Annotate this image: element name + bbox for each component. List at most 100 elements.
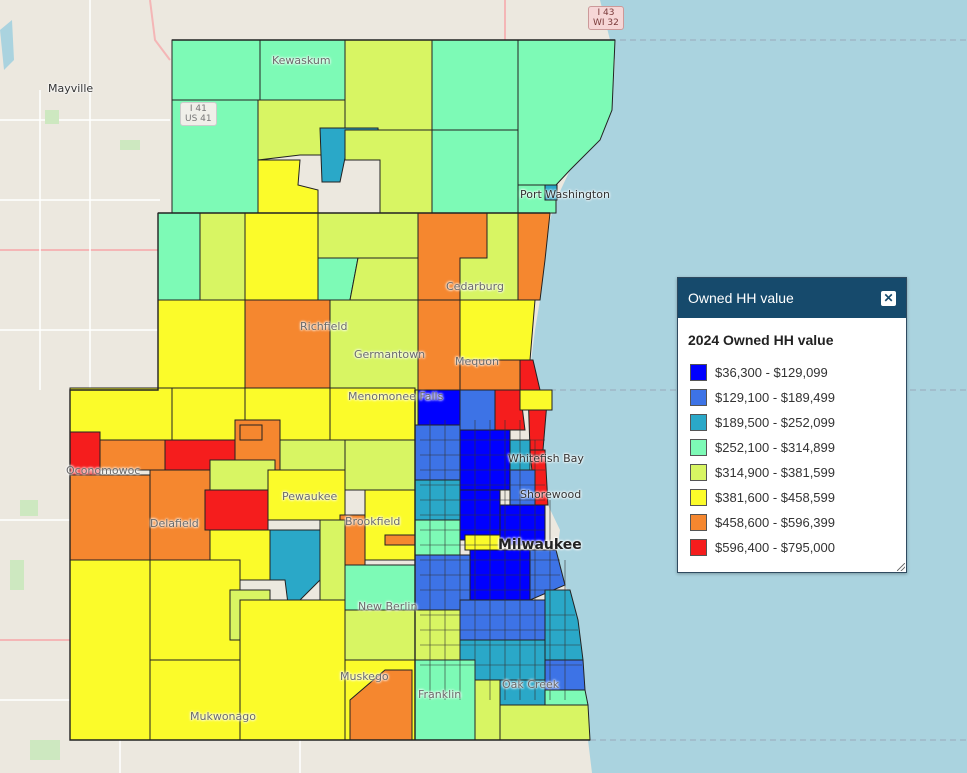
place-label: Brookfield [345,515,401,528]
legend-item: $129,100 - $189,499 [678,385,906,410]
legend-swatch [690,364,707,381]
shield-label: I 43 [597,8,615,18]
tract[interactable] [209,459,276,491]
place-label: Germantown [354,348,426,361]
place-label: Oak Creek [502,678,560,691]
legend-subtitle: 2024 Owned HH value [688,332,834,348]
tract[interactable] [431,39,519,131]
basemap-parks [10,110,140,760]
tract[interactable] [244,212,319,301]
legend-item-label: $596,400 - $795,000 [715,540,835,555]
tract[interactable] [544,689,589,706]
close-icon[interactable]: ✕ [881,290,896,306]
legend-item: $381,600 - $458,599 [678,485,906,510]
place-label: Shorewood [520,488,582,501]
place-label: Pewaukee [282,490,338,503]
tract[interactable] [414,519,461,556]
legend-item-label: $129,100 - $189,499 [715,390,835,405]
tract[interactable] [384,534,416,546]
tract[interactable] [329,299,419,391]
place-label: Mukwonago [190,710,256,723]
place-label: Delafield [150,517,199,530]
tract[interactable] [149,659,241,741]
place-label: Mequon [455,355,499,368]
place-label: Cedarburg [446,280,504,293]
legend-swatch [690,489,707,506]
basemap-roads [0,0,506,641]
place-label: Port Washington [520,188,610,201]
legend-title: Owned HH value [688,290,794,306]
tract[interactable] [344,39,433,131]
legend-item-label: $252,100 - $314,899 [715,440,835,455]
tract[interactable] [499,704,591,741]
place-label: Mayville [48,82,94,95]
tract[interactable] [459,429,511,491]
tract[interactable] [157,299,246,391]
census-tracts[interactable] [69,39,616,741]
tract[interactable] [317,212,419,259]
tract[interactable] [474,679,501,741]
tract[interactable] [319,519,346,601]
tract[interactable] [494,389,526,431]
tract[interactable] [459,599,546,641]
legend-item: $189,500 - $252,099 [678,410,906,435]
place-label: Menomonee Falls [348,390,444,403]
legend-swatch [690,439,707,456]
basemap-minor-roads [0,0,301,773]
legend-panel[interactable]: Owned HH value ✕ 2024 Owned HH value $36… [677,277,907,573]
legend-item: $458,600 - $596,399 [678,510,906,535]
tract[interactable] [414,609,461,661]
tract[interactable] [259,39,346,101]
tract[interactable] [69,474,151,561]
shield-label: WI 32 [593,18,619,28]
place-label: Whitefish Bay [508,452,584,465]
place-label: Richfield [300,320,348,333]
county-boundary [69,39,615,741]
legend-item: $252,100 - $314,899 [678,435,906,460]
tract[interactable] [414,424,461,481]
tract[interactable] [431,129,519,214]
tract[interactable] [149,559,241,661]
legend-swatch [690,539,707,556]
tract[interactable] [239,424,263,441]
tract[interactable] [344,439,416,491]
place-label: New Berlin [358,600,418,613]
tract[interactable] [344,609,416,661]
tract[interactable] [244,299,331,391]
tract[interactable] [279,439,346,471]
highway-shield: I 43 WI 32 [588,6,624,30]
tract[interactable] [459,299,536,361]
urban-tract-borders [420,420,582,700]
tract[interactable] [417,299,461,391]
legend-item-label: $189,500 - $252,099 [715,415,835,430]
place-label: Milwaukee [498,537,582,553]
place-label: Kewaskum [272,54,331,67]
tract[interactable] [149,469,211,561]
legend-list: $36,300 - $129,099 $129,100 - $189,499 $18… [678,360,906,560]
tract[interactable] [519,389,553,411]
legend-header: Owned HH value ✕ [678,278,906,318]
place-label: Muskego [340,670,389,683]
tract[interactable] [464,534,501,551]
place-label: Franklin [418,688,462,701]
tract[interactable] [69,559,151,741]
inland-lake [0,20,14,70]
legend-item-label: $458,600 - $596,399 [715,515,835,530]
legend-item: $314,900 - $381,599 [678,460,906,485]
tract[interactable] [171,39,261,101]
place-label: Oconomowoc [66,464,141,477]
tract[interactable] [204,489,269,531]
shield-label: I 41 [189,104,207,114]
legend-swatch [690,414,707,431]
tract[interactable] [544,184,558,201]
legend-item: $36,300 - $129,099 [678,360,906,385]
legend-item-label: $381,600 - $458,599 [715,490,835,505]
tract[interactable] [171,387,246,441]
tract[interactable] [349,257,419,301]
legend-item: $596,400 - $795,000 [678,535,906,560]
tract[interactable] [199,212,246,301]
resize-handle-icon[interactable] [897,563,905,571]
tract[interactable] [349,669,413,741]
shield-label: US 41 [185,114,212,124]
highway-shield: I 41 US 41 [180,102,217,126]
